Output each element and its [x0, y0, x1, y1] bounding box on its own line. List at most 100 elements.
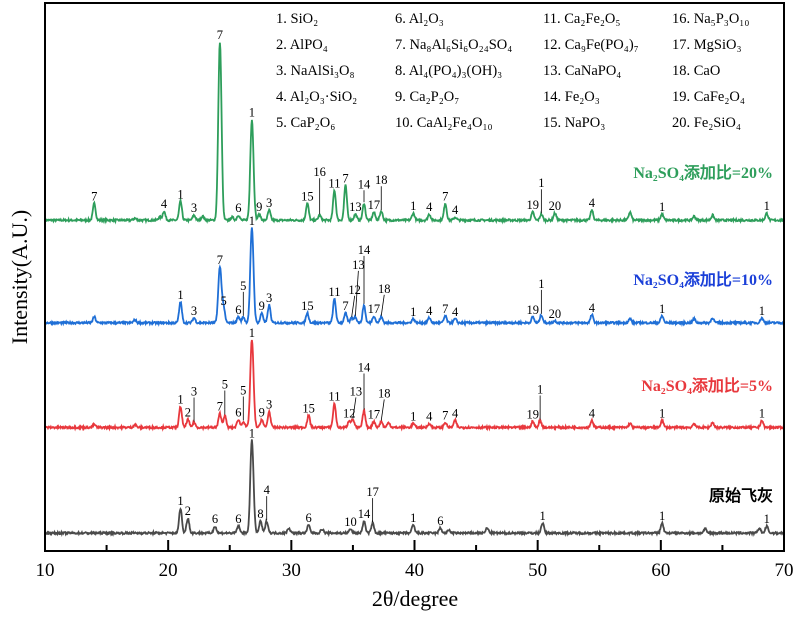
x-tick-label: 50: [528, 560, 547, 581]
series-line-0: [44, 42, 785, 225]
peak-label: 3: [266, 196, 272, 210]
legend-entry: 20. Fe₂SiO₄: [672, 115, 741, 131]
series-line-1: [44, 227, 785, 328]
peak-label: 12: [348, 283, 361, 297]
peak-label: 7: [217, 400, 223, 414]
peak-label: 4: [452, 203, 459, 217]
x-tick-label: 30: [282, 560, 301, 581]
legend-entry: 9. Ca₂P₂O₇: [395, 89, 459, 105]
legend-entry: 1. SiO₂: [276, 11, 318, 27]
x-tick-label: 10: [36, 560, 55, 581]
peak-label: 20: [549, 199, 562, 213]
peak-label: 5: [240, 279, 246, 293]
legend-entry: 17. MgSiO₃: [672, 37, 742, 53]
peak-label: 4: [589, 196, 596, 210]
peak-label: 1: [759, 304, 765, 318]
peak-label: 4: [452, 406, 459, 420]
peak-label: 3: [191, 384, 197, 398]
peak-label: 18: [375, 173, 388, 187]
peak-label: 5: [220, 294, 226, 308]
peak-label: 2: [185, 504, 191, 518]
legend-entry: 16. Na₅P₃O₁₀: [672, 11, 749, 27]
peak-label-arrow: [354, 270, 359, 316]
peak-label: 12: [343, 406, 356, 420]
x-axis-ticks: 10 20 30 40 50 60 70: [36, 540, 794, 581]
peak-label: 1: [177, 187, 183, 201]
peak-label: 1: [659, 200, 665, 214]
peak-label: 19: [526, 303, 539, 317]
peak-label: 1: [177, 288, 183, 302]
peak-label: 14: [358, 507, 371, 521]
peak-label-arrow: [380, 399, 385, 421]
peak-label: 6: [305, 511, 311, 525]
x-tick-label: 40: [405, 560, 424, 581]
x-tick-label: 60: [651, 560, 670, 581]
peak-label: 6: [235, 303, 241, 317]
peak-label: 1: [410, 511, 416, 525]
peak-label: 13: [352, 258, 365, 272]
peak-label: 17: [368, 198, 381, 212]
peak-label: 18: [378, 386, 391, 400]
legend-entry: 11. Ca₂Fe₂O₅: [543, 11, 620, 27]
peak-label: 9: [259, 299, 265, 313]
peak-label: 6: [437, 514, 443, 528]
peak-label: 15: [301, 299, 314, 313]
curves: [44, 42, 785, 538]
series-line-2: [44, 339, 785, 432]
peak-label: 1: [764, 512, 770, 526]
peak-label: 7: [442, 189, 448, 203]
y-axis-title: Intensity(A.U.): [7, 210, 32, 344]
peak-label: 3: [191, 201, 197, 215]
peak-label: 4: [264, 483, 271, 497]
peak-label: 1: [177, 393, 183, 407]
peak-label: 7: [442, 408, 448, 422]
series-labels: Na₂SO₄添加比=20% Na₂SO₄添加比=10% Na₂SO₄添加比=5% 原始…: [633, 163, 773, 505]
peak-label: 1: [659, 302, 665, 316]
peak-label: 9: [256, 200, 262, 214]
x-tick-label: 20: [159, 560, 178, 581]
peak-label: 4: [426, 200, 433, 214]
peak-label: 6: [212, 512, 218, 526]
peak-label: 1: [764, 199, 770, 213]
peak-label: 9: [259, 405, 265, 419]
legend-entry: 13. CaNaPO₄: [543, 63, 621, 79]
legend-entry: 15. NaPO₃: [543, 115, 605, 131]
peak-label: 4: [426, 304, 433, 318]
peak-label: 3: [191, 304, 197, 318]
peak-label: 7: [217, 28, 223, 42]
peak-label: 17: [366, 485, 379, 499]
series-label: Na₂SO₄添加比=5%: [641, 376, 773, 395]
peak-label: 3: [266, 398, 272, 412]
series-label: Na₂SO₄添加比=20%: [633, 163, 773, 182]
peak-label: 1: [410, 409, 416, 423]
peak-label: 1: [249, 326, 255, 340]
legend-entry: 12. Ca₉Fe(PO₄)₇: [543, 37, 639, 53]
peak-label: 5: [222, 377, 228, 391]
series-label: Na₂SO₄添加比=10%: [633, 270, 773, 289]
peak-label: 11: [328, 390, 340, 404]
series-line-3: [44, 439, 785, 538]
legend-entry: 10. CaAl₂Fe₄O₁₀: [395, 115, 493, 131]
peak-label: 1: [538, 277, 544, 291]
peak-label: 1: [249, 426, 255, 440]
peak-label-arrow: [352, 397, 357, 419]
x-axis-title: 2θ/degree: [372, 586, 458, 611]
peak-label: 15: [301, 189, 314, 203]
peak-label-arrow: [351, 295, 356, 317]
x-tick-label: 70: [775, 560, 794, 581]
legend-entry: 19. CaFe₂O₄: [672, 89, 745, 105]
peak-label: 3: [266, 291, 272, 305]
legend-entry: 18. CaO: [672, 63, 720, 79]
peak-label: 4: [452, 305, 459, 319]
peak-label: 1: [659, 406, 665, 420]
peak-label: 6: [235, 512, 241, 526]
peak-label: 7: [342, 299, 348, 313]
peak-label: 14: [358, 177, 371, 191]
legend-entry: 8. Al₄(PO₄)₃(OH)₃: [395, 63, 502, 79]
peak-label: 4: [589, 406, 596, 420]
peak-label: 1: [249, 214, 255, 228]
peak-label: 2: [185, 405, 191, 419]
peak-label: 5: [240, 383, 246, 397]
peak-label: 11: [328, 285, 340, 299]
